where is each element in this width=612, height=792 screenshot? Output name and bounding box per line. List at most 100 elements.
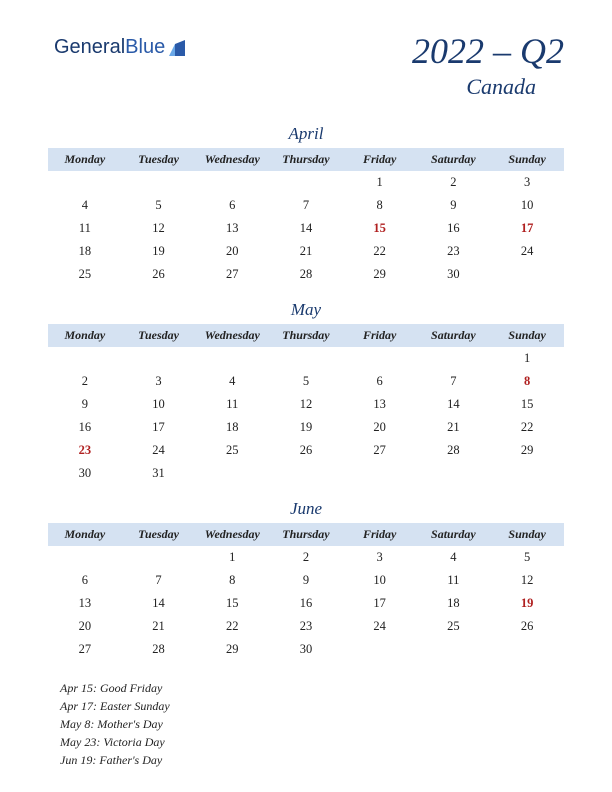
calendar-cell: 21 (122, 615, 196, 638)
calendar-cell: 24 (122, 439, 196, 462)
day-header: Friday (343, 148, 417, 171)
calendar-cell: 26 (269, 439, 343, 462)
calendar-table: MondayTuesdayWednesdayThursdayFridaySatu… (48, 523, 564, 661)
calendar-cell: 30 (269, 638, 343, 661)
calendar-row: 2345678 (48, 370, 564, 393)
day-header: Tuesday (122, 148, 196, 171)
day-header: Tuesday (122, 523, 196, 546)
calendar-cell: 21 (417, 416, 491, 439)
calendar-cell: 9 (48, 393, 122, 416)
day-header: Wednesday (195, 523, 269, 546)
calendar-cell: 29 (343, 263, 417, 286)
logo-text-2: Blue (125, 36, 165, 59)
calendar-cell: 5 (269, 370, 343, 393)
calendar-cell: 16 (417, 217, 491, 240)
calendar-cell: 4 (48, 194, 122, 217)
calendar-cell: 15 (195, 592, 269, 615)
calendar-cell (490, 462, 564, 485)
day-header: Friday (343, 523, 417, 546)
calendar-cell: 4 (195, 370, 269, 393)
calendar-cell: 28 (122, 638, 196, 661)
calendar-row: 6789101112 (48, 569, 564, 592)
day-header: Monday (48, 148, 122, 171)
calendar-cell: 27 (343, 439, 417, 462)
calendar-cell: 15 (343, 217, 417, 240)
logo: GeneralBlue (54, 36, 189, 59)
day-header: Saturday (417, 148, 491, 171)
calendar-cell: 6 (195, 194, 269, 217)
calendar-cell: 7 (122, 569, 196, 592)
calendar-cell: 26 (490, 615, 564, 638)
calendar-cell: 28 (417, 439, 491, 462)
calendar-cell: 16 (269, 592, 343, 615)
calendar-cell: 20 (195, 240, 269, 263)
calendar-cell: 19 (122, 240, 196, 263)
calendar-cell: 8 (490, 370, 564, 393)
day-header: Thursday (269, 148, 343, 171)
calendar-cell: 16 (48, 416, 122, 439)
calendar-cell: 15 (490, 393, 564, 416)
calendar-cell: 7 (269, 194, 343, 217)
day-header: Monday (48, 324, 122, 347)
day-header: Wednesday (195, 148, 269, 171)
holiday-item: Apr 15: Good Friday (60, 679, 564, 697)
calendar-cell: 3 (122, 370, 196, 393)
calendar-row: 1 (48, 347, 564, 370)
calendar-cell (122, 546, 196, 569)
holiday-item: Apr 17: Easter Sunday (60, 697, 564, 715)
calendar-row: 18192021222324 (48, 240, 564, 263)
calendar-cell (48, 546, 122, 569)
calendar-cell: 9 (417, 194, 491, 217)
day-header: Friday (343, 324, 417, 347)
calendar-cell: 8 (195, 569, 269, 592)
calendar-cell: 6 (343, 370, 417, 393)
day-header: Thursday (269, 523, 343, 546)
calendar-cell (343, 638, 417, 661)
calendar-cell (343, 462, 417, 485)
calendar-cell (417, 347, 491, 370)
calendar-cell: 30 (417, 263, 491, 286)
calendar-row: 45678910 (48, 194, 564, 217)
months-container: AprilMondayTuesdayWednesdayThursdayFrida… (48, 124, 564, 661)
month-name: May (48, 300, 564, 320)
calendar-cell (48, 171, 122, 194)
calendar-cell: 26 (122, 263, 196, 286)
calendar-cell: 29 (490, 439, 564, 462)
day-header: Sunday (490, 148, 564, 171)
calendar-cell: 24 (490, 240, 564, 263)
calendar-cell (269, 462, 343, 485)
day-header: Wednesday (195, 324, 269, 347)
month-block: AprilMondayTuesdayWednesdayThursdayFrida… (48, 124, 564, 286)
calendar-cell (343, 347, 417, 370)
calendar-row: 23242526272829 (48, 439, 564, 462)
calendar-cell: 17 (343, 592, 417, 615)
day-header: Tuesday (122, 324, 196, 347)
day-header: Thursday (269, 324, 343, 347)
calendar-cell (269, 171, 343, 194)
calendar-cell: 18 (195, 416, 269, 439)
day-header: Saturday (417, 324, 491, 347)
day-header: Monday (48, 523, 122, 546)
calendar-cell (122, 347, 196, 370)
calendar-cell: 17 (490, 217, 564, 240)
holiday-list: Apr 15: Good FridayApr 17: Easter Sunday… (48, 679, 564, 769)
calendar-table: MondayTuesdayWednesdayThursdayFridaySatu… (48, 324, 564, 485)
calendar-cell: 23 (269, 615, 343, 638)
calendar-cell: 23 (48, 439, 122, 462)
calendar-cell: 11 (195, 393, 269, 416)
calendar-cell: 5 (122, 194, 196, 217)
calendar-cell: 23 (417, 240, 491, 263)
calendar-cell: 12 (269, 393, 343, 416)
calendar-row: 11121314151617 (48, 217, 564, 240)
calendar-cell: 5 (490, 546, 564, 569)
calendar-cell: 18 (417, 592, 491, 615)
holiday-item: May 23: Victoria Day (60, 733, 564, 751)
calendar-cell: 12 (122, 217, 196, 240)
calendar-cell (417, 638, 491, 661)
day-header: Sunday (490, 324, 564, 347)
calendar-cell (48, 347, 122, 370)
calendar-table: MondayTuesdayWednesdayThursdayFridaySatu… (48, 148, 564, 286)
calendar-cell: 25 (48, 263, 122, 286)
month-block: JuneMondayTuesdayWednesdayThursdayFriday… (48, 499, 564, 661)
calendar-row: 3031 (48, 462, 564, 485)
